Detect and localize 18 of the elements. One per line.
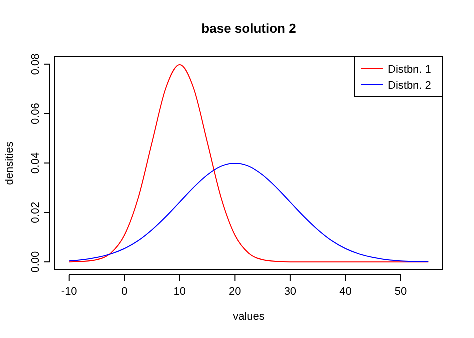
y-tick-label: 0.04 <box>30 152 42 174</box>
x-tick-label: -10 <box>61 286 78 298</box>
y-tick-label: 0.00 <box>30 251 42 273</box>
x-tick-label: 30 <box>284 286 297 298</box>
x-tick-label: 50 <box>394 286 408 298</box>
line-series <box>68 163 430 262</box>
legend-label: Distbn. 2 <box>388 80 432 92</box>
chart-title: base solution 2 <box>202 21 296 36</box>
y-tick-label: 0.08 <box>30 54 42 76</box>
x-tick-label: 0 <box>122 286 128 298</box>
y-tick-label: 0.02 <box>30 202 42 224</box>
y-axis-title: densities <box>4 141 16 186</box>
x-axis-title: values <box>233 311 266 323</box>
x-tick-label: 20 <box>229 286 242 298</box>
x-tick-label: 10 <box>174 286 186 298</box>
x-tick-label: 40 <box>340 286 352 298</box>
y-tick-label: 0.06 <box>30 103 42 125</box>
legend-label: Distbn. 1 <box>388 64 432 76</box>
